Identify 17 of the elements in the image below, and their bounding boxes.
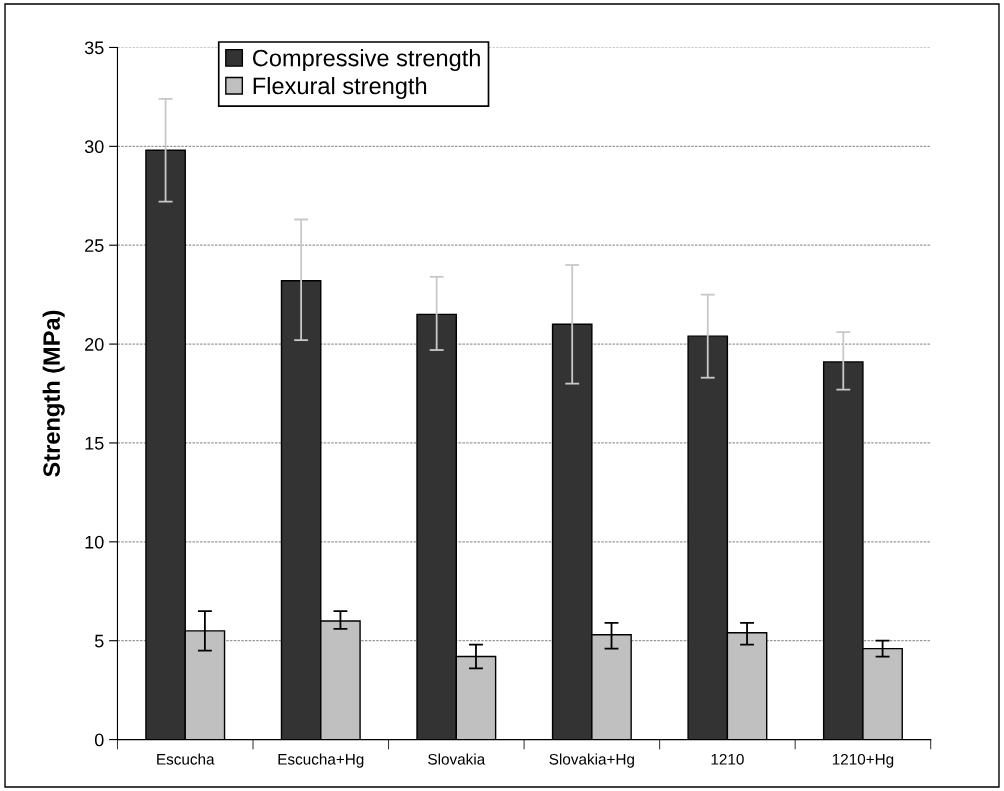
y-tick-label: 5: [94, 634, 104, 648]
y-tick-label: 25: [85, 239, 104, 252]
y-tick-label: 10: [85, 535, 104, 549]
x-tick-label: Slovakia: [428, 753, 486, 765]
y-tick-label: 20: [85, 338, 104, 351]
x-tick-label: 1210+Hg: [832, 753, 894, 768]
x-tick-label: 1210: [711, 753, 744, 765]
x-tick-label: Slovakia+Hg: [549, 753, 634, 768]
y-tick-label: 15: [85, 437, 104, 450]
y-axis-title: Strength (MPa): [42, 310, 65, 477]
y-tick-label: 35: [84, 41, 104, 55]
legend-label: Compressive strength: [252, 49, 480, 72]
x-tick-label: Escucha+Hg: [278, 753, 364, 768]
y-tick-label: 30: [84, 140, 104, 154]
legend-label: Flexural strength: [253, 76, 427, 99]
x-tick-label: Escucha: [157, 753, 215, 765]
y-tick-label: 0: [94, 733, 104, 747]
